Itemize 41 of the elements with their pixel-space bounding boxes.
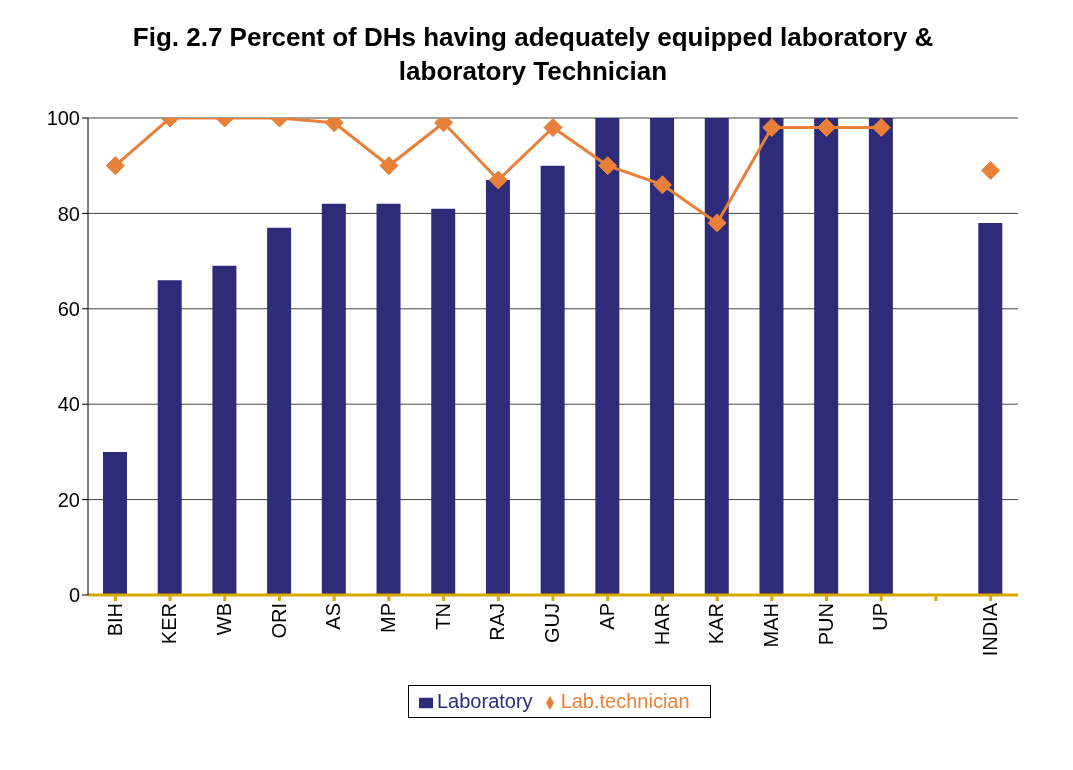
x-tick-label: PUN: [814, 603, 837, 646]
bar: [759, 118, 784, 595]
x-tick-label: AP: [595, 603, 618, 630]
legend-label: Laboratory: [437, 690, 533, 712]
bar: [431, 208, 456, 595]
x-tick-label: HAR: [650, 603, 673, 646]
bar: [321, 203, 346, 595]
bar: [704, 118, 729, 595]
bar: [650, 118, 675, 595]
bar: [376, 203, 401, 595]
x-tick-label: INDIA: [978, 602, 1001, 657]
bar: [595, 118, 620, 595]
x-tick-label: BIH: [103, 603, 126, 637]
x-tick-label: MP: [377, 603, 400, 633]
y-tick-label: 100: [46, 107, 80, 130]
y-tick-label: 40: [57, 393, 80, 416]
x-tick-label: ORI: [267, 603, 290, 639]
bar: [103, 451, 127, 595]
x-tick-label: GUJ: [541, 603, 564, 643]
bar: [978, 222, 1003, 595]
bar: [157, 280, 182, 595]
y-tick-label: 80: [57, 202, 80, 225]
x-tick-label: UP: [869, 603, 892, 631]
bar: [485, 180, 510, 595]
x-tick-label: TN: [431, 603, 454, 630]
y-tick-label: 0: [68, 584, 80, 607]
bar: [868, 118, 893, 595]
y-tick-label: 60: [57, 297, 80, 320]
x-tick-label: AS: [322, 603, 345, 630]
y-tick-label: 20: [57, 488, 80, 511]
bar: [540, 165, 565, 595]
legend-label: Lab.technician: [560, 690, 690, 712]
bar: [267, 227, 292, 595]
chart-title: Fig. 2.7 Percent of DHs having adequately equipped laboratory & laboratory Technician: [131, 21, 935, 88]
x-tick-label: KER: [158, 603, 181, 645]
bar: [212, 265, 237, 595]
x-tick-label: WB: [212, 603, 235, 636]
x-tick-label: RAJ: [486, 603, 509, 641]
x-tick-label: KAR: [705, 603, 728, 645]
x-tick-label: MAH: [760, 603, 783, 648]
bar: [814, 118, 839, 595]
